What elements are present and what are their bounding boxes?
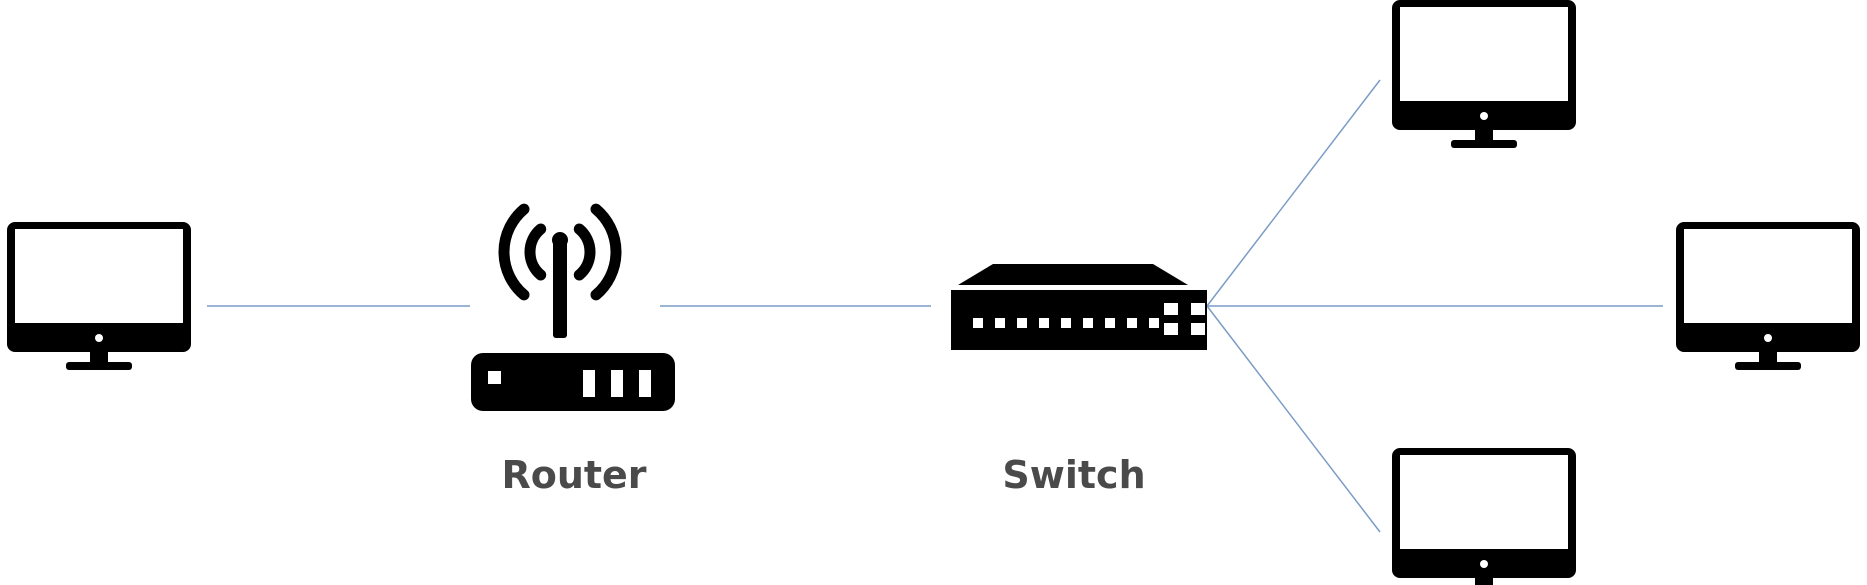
link-switch-to-pc-bottom-right [1206, 305, 1381, 533]
switch-port [1127, 318, 1137, 328]
router-antenna-tip [552, 232, 568, 248]
connection-links [207, 79, 1663, 533]
router-body [471, 353, 675, 411]
link-switch-to-pc-top-right [1206, 79, 1381, 307]
router-signal-arc [524, 223, 547, 281]
switch-port [995, 318, 1005, 328]
monitor-stand-neck [1475, 576, 1493, 585]
router-antenna [553, 238, 567, 338]
monitor-icon-pc-bottom-right [1392, 448, 1576, 585]
switch-icon-switch [951, 264, 1207, 350]
monitor-power-dot [1764, 334, 1772, 342]
monitor-icon-pc-left [7, 222, 191, 370]
monitor-stand-base [1451, 140, 1517, 148]
switch-label: Switch [1002, 453, 1146, 497]
switch-port [1039, 318, 1049, 328]
monitor-power-dot [1480, 560, 1488, 568]
switch-body [951, 290, 1207, 350]
monitor-screen [1684, 229, 1852, 323]
monitor-stand-base [1735, 362, 1801, 370]
monitor-icon-pc-top-right [1392, 0, 1576, 148]
switch-port [973, 318, 983, 328]
router-icon-router [471, 203, 675, 411]
router-port [611, 370, 623, 397]
network-nodes [7, 0, 1860, 585]
router-label: Router [501, 453, 647, 497]
monitor-stand-neck [1759, 350, 1777, 364]
switch-port [1017, 318, 1027, 328]
monitor-power-dot [1480, 112, 1488, 120]
switch-uplink-port [1191, 323, 1205, 335]
switch-top [958, 264, 1188, 285]
switch-port [1061, 318, 1071, 328]
switch-uplink-port [1164, 323, 1178, 335]
switch-uplink-port [1191, 303, 1205, 315]
monitor-screen [15, 229, 183, 323]
monitor-stand-base [66, 362, 132, 370]
switch-uplink-port [1164, 303, 1178, 315]
switch-port [1149, 318, 1159, 328]
monitor-power-dot [95, 334, 103, 342]
switch-port [1105, 318, 1115, 328]
router-signal-arc [590, 203, 622, 301]
monitor-screen [1400, 455, 1568, 549]
router-signal-arc [498, 203, 530, 301]
router-port [583, 370, 595, 397]
switch-port [1083, 318, 1093, 328]
router-port [639, 370, 651, 397]
router-led [488, 371, 501, 384]
monitor-icon-pc-mid-right [1676, 222, 1860, 370]
monitor-stand-neck [90, 350, 108, 364]
monitor-stand-neck [1475, 128, 1493, 142]
monitor-screen [1400, 7, 1568, 101]
router-signal-arc [573, 223, 596, 281]
